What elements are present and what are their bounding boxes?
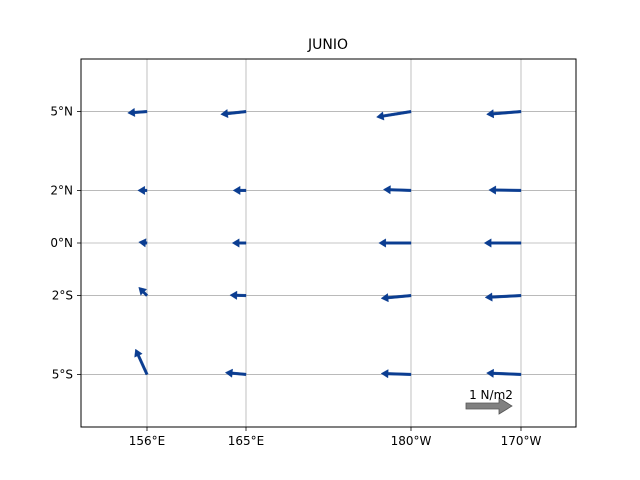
vector-arrow: [138, 238, 148, 248]
axis-ticks: 156°E 165°E 180°W 170°W 5°N 2°N 0°N 2°S 5°S: [50, 105, 541, 448]
vector-field: [127, 107, 522, 379]
vector-arrow: [137, 185, 148, 195]
y-tick-label: 5°N: [50, 105, 73, 119]
vector-arrow: [483, 238, 522, 248]
vector-arrow: [484, 292, 522, 302]
y-tick-label: 0°N: [50, 236, 73, 250]
vector-arrow: [488, 185, 522, 195]
y-tick-label: 5°S: [52, 367, 73, 381]
chart-title: JUNIO: [307, 37, 348, 53]
x-tick-label: 165°E: [228, 434, 265, 448]
vector-arrow: [231, 238, 247, 248]
x-tick-label: 180°W: [391, 434, 432, 448]
vector-arrow: [138, 287, 149, 297]
reference-label: 1 N/m2: [469, 388, 513, 402]
x-tick-label: 170°W: [501, 434, 542, 448]
y-tick-label: 2°N: [50, 183, 73, 197]
vector-arrow: [134, 348, 149, 376]
vector-arrow: [376, 110, 412, 121]
vector-arrow: [229, 290, 247, 300]
vector-arrow: [380, 369, 412, 379]
vector-arrow: [220, 109, 247, 119]
reference-arrow: [465, 397, 513, 415]
y-tick-label: 2°S: [52, 289, 73, 303]
vector-arrow: [380, 293, 412, 303]
vector-arrow: [232, 185, 247, 195]
x-tick-label: 156°E: [129, 434, 166, 448]
vector-arrow: [224, 368, 247, 378]
reference-vector-key: 1 N/m2: [465, 388, 513, 415]
vector-arrow: [383, 185, 412, 195]
vector-arrow: [486, 109, 522, 119]
vector-arrow: [486, 368, 522, 378]
vector-arrow: [378, 238, 412, 248]
vector-arrow: [127, 107, 148, 117]
